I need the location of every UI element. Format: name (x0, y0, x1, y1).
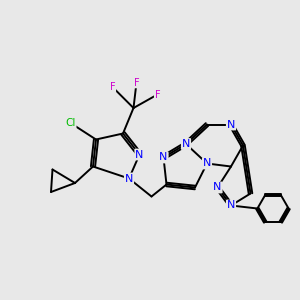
Text: N: N (125, 173, 133, 184)
Text: N: N (227, 200, 235, 211)
Text: N: N (227, 119, 235, 130)
Text: N: N (159, 152, 168, 163)
Text: F: F (155, 89, 160, 100)
Text: F: F (134, 77, 139, 88)
Text: N: N (203, 158, 211, 169)
Text: N: N (213, 182, 222, 193)
Text: N: N (135, 149, 144, 160)
Text: F: F (110, 82, 115, 92)
Text: N: N (182, 139, 190, 149)
Text: Cl: Cl (65, 118, 76, 128)
